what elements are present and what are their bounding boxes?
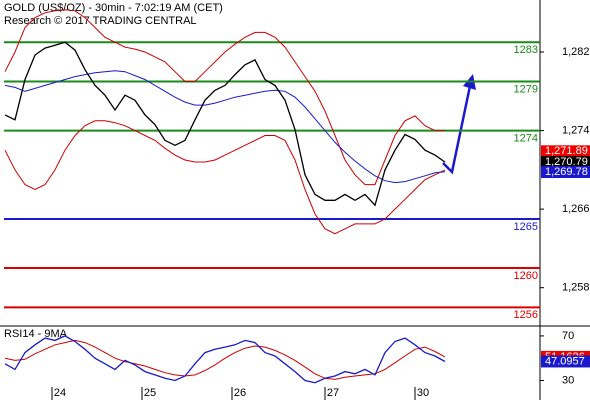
x-tick-label: 25 — [144, 387, 156, 399]
y-tick-label: 1,282 — [562, 46, 590, 58]
value-box — [541, 355, 590, 368]
chart-subtitle: Research © 2017 TRADING CENTRAL — [4, 15, 197, 27]
level-label: 1279 — [514, 83, 538, 95]
value-box-label: 47.0957 — [545, 355, 585, 367]
level-label: 1256 — [514, 309, 538, 321]
level-label: 1274 — [514, 132, 538, 144]
series-line — [4, 9, 445, 186]
level-label: 1283 — [514, 44, 538, 56]
y-tick-label: 70 — [562, 330, 574, 342]
x-tick-label: 26 — [234, 387, 246, 399]
series-line — [4, 339, 446, 380]
value-box-label: 1,270.79 — [545, 156, 588, 168]
value-box — [541, 166, 590, 179]
y-tick-label: 1,258 — [562, 282, 590, 294]
y-tick-label: 1,266 — [562, 203, 590, 215]
y-tick-label: 30 — [562, 374, 574, 386]
value-box — [541, 156, 590, 169]
series-line — [4, 335, 446, 384]
chart-title: GOLD (US$/OZ) - 30min - 7:02:19 AM (CET) — [4, 2, 223, 14]
value-box — [541, 145, 590, 158]
x-tick-label: 24 — [54, 387, 66, 399]
value-box-label: 1,269.78 — [545, 166, 588, 178]
series-line — [4, 70, 446, 184]
level-label: 1260 — [514, 270, 538, 282]
indicator-title: RSI14 - 9MA — [4, 328, 68, 340]
y-tick-label: 1,274 — [562, 124, 590, 136]
level-label: 1265 — [514, 221, 538, 233]
series-line — [4, 120, 446, 235]
series-line — [4, 41, 446, 207]
x-tick-label: 30 — [417, 387, 429, 399]
x-tick-label: 27 — [327, 387, 339, 399]
value-box-label: 1,271.89 — [545, 145, 588, 157]
